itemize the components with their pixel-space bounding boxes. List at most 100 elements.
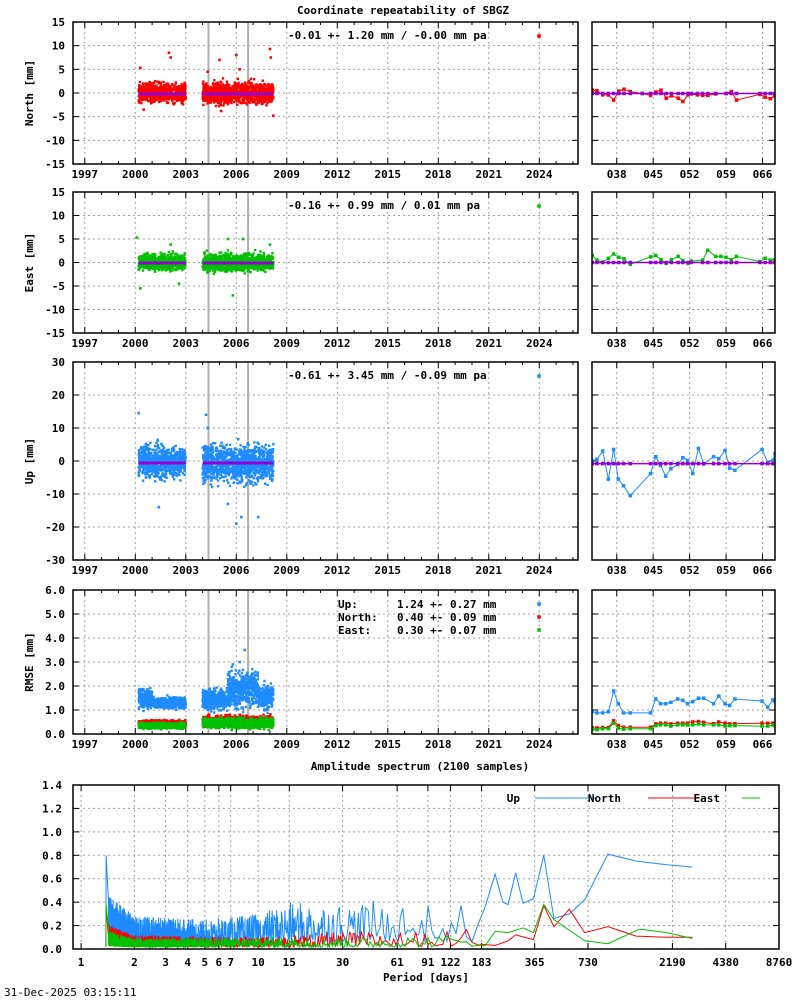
data-point — [223, 102, 226, 105]
data-point — [142, 256, 146, 259]
data-point — [252, 252, 255, 255]
y-tick-label: 10 — [52, 40, 65, 53]
data-point — [168, 464, 171, 467]
data-point — [137, 89, 140, 93]
figure-title: Coordinate repeatability of SBGZ — [297, 4, 509, 17]
data-point — [165, 266, 168, 270]
data-point — [143, 265, 146, 268]
data-point — [160, 252, 164, 255]
data-point — [156, 440, 159, 443]
data-point — [216, 98, 220, 101]
data-point — [229, 269, 232, 272]
data-point — [268, 87, 271, 90]
data-point — [156, 265, 159, 269]
data-point — [253, 259, 257, 262]
data-point — [145, 454, 149, 458]
y-axis-label: North [mm] — [23, 60, 36, 126]
data-point — [143, 95, 146, 99]
data-point — [220, 97, 224, 100]
data-point — [221, 91, 225, 94]
data-point — [155, 448, 158, 451]
data-point — [156, 438, 159, 441]
data-point — [141, 264, 145, 268]
data-point — [226, 96, 230, 99]
data-point — [216, 267, 220, 270]
data-point — [266, 86, 269, 90]
detail-plot-frame — [591, 191, 776, 334]
data-point — [169, 452, 173, 456]
data-point — [171, 99, 174, 102]
x-tick-label: 2015 — [375, 168, 402, 181]
data-point — [234, 95, 237, 98]
data-point — [212, 272, 215, 275]
data-point — [176, 454, 179, 457]
data-point — [150, 458, 154, 461]
data-point — [270, 83, 273, 86]
data-point — [220, 83, 224, 87]
data-point — [231, 90, 234, 93]
data-point — [221, 77, 225, 80]
data-point — [230, 88, 233, 91]
data-point — [237, 258, 240, 261]
data-point — [218, 256, 222, 259]
x-tick-label: 2015 — [375, 337, 402, 350]
data-point — [144, 88, 148, 91]
detail-x-tick-label: 045 — [643, 564, 663, 577]
detail-data-point — [595, 88, 599, 93]
data-point — [224, 94, 227, 98]
data-point — [153, 268, 156, 272]
data-point — [162, 454, 166, 458]
data-point — [213, 254, 216, 257]
data-point — [140, 258, 144, 261]
data-point — [172, 459, 175, 462]
data-point — [215, 91, 219, 94]
data-point — [217, 259, 221, 262]
data-point — [163, 480, 166, 483]
data-point — [242, 101, 246, 104]
data-point — [170, 87, 173, 90]
data-point — [144, 476, 148, 479]
data-point — [173, 468, 176, 471]
data-point — [267, 82, 270, 86]
detail-data-point — [622, 256, 626, 261]
data-point — [179, 254, 183, 258]
data-point — [164, 85, 168, 88]
data-point — [248, 267, 251, 270]
data-point — [178, 87, 182, 91]
data-point — [157, 460, 160, 463]
data-point — [145, 464, 149, 468]
data-point — [234, 269, 237, 272]
data-point — [149, 87, 152, 91]
x-tick-label: 2006 — [223, 564, 250, 577]
data-point — [174, 453, 177, 457]
detail-mean-point — [700, 260, 705, 265]
data-point — [237, 97, 240, 101]
data-point — [213, 270, 217, 273]
data-point — [231, 96, 234, 99]
data-point — [149, 95, 152, 98]
data-point — [212, 89, 216, 92]
data-point — [178, 467, 181, 470]
data-point — [258, 95, 262, 98]
data-point — [179, 256, 182, 259]
data-point — [210, 97, 213, 100]
data-point — [174, 256, 178, 259]
data-point — [169, 253, 173, 256]
x-tick-label: 2021 — [476, 564, 503, 577]
data-point — [147, 99, 151, 103]
outlier-point — [238, 68, 241, 71]
y-tick-label: 0 — [58, 257, 65, 270]
data-point — [159, 450, 162, 453]
data-point — [233, 90, 236, 94]
data-point — [159, 251, 162, 254]
data-point — [141, 470, 145, 473]
data-point — [209, 86, 212, 90]
data-point — [226, 268, 230, 271]
data-point — [229, 264, 233, 267]
data-point — [179, 458, 183, 462]
data-point — [143, 257, 146, 261]
detail-x-tick-label: 038 — [607, 337, 627, 350]
data-point — [139, 451, 143, 454]
data-point — [208, 101, 211, 104]
